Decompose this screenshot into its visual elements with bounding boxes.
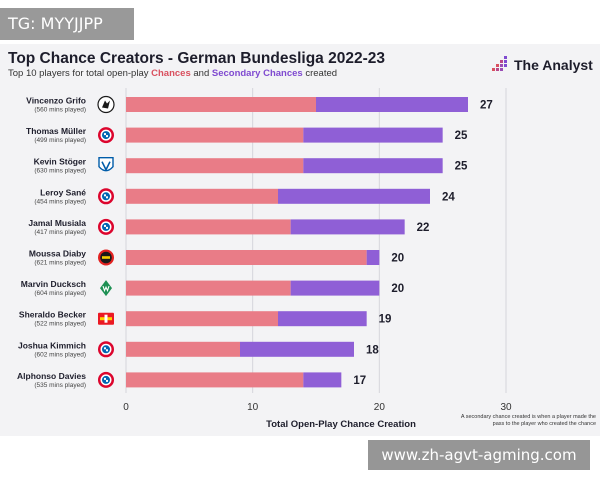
bayern-icon	[98, 371, 114, 388]
subtitle-and: and	[190, 68, 212, 79]
bar-chances	[126, 341, 240, 357]
x-tick-label: 10	[247, 402, 259, 413]
subtitle-prefix: Top 10 players for total open-play	[8, 68, 152, 79]
x-tick-label: 30	[500, 402, 512, 413]
player-minutes: (560 mins played)	[34, 107, 86, 114]
bar-secondary	[278, 311, 367, 327]
total-label: 20	[391, 283, 404, 295]
total-label: 17	[353, 375, 366, 387]
subtitle-chances: Chances	[151, 68, 191, 79]
player-minutes: (417 mins played)	[34, 229, 86, 236]
bar-chances	[126, 97, 316, 112]
bar-secondary	[303, 127, 443, 143]
bar-chances	[126, 188, 278, 204]
footnote: A secondary chance created is when a pla…	[460, 414, 596, 427]
total-label: 25	[455, 130, 468, 142]
bayern-icon	[98, 218, 114, 235]
player-minutes: (535 mins played)	[34, 382, 86, 389]
bar-secondary	[303, 158, 443, 174]
bayern-icon	[98, 127, 114, 144]
player-name: Thomas Müller	[26, 126, 87, 136]
x-axis-label: Total Open-Play Chance Creation	[266, 419, 416, 430]
bochum-icon	[98, 157, 114, 172]
bar-secondary	[366, 250, 380, 265]
x-tick-label: 20	[374, 402, 386, 413]
subtitle-suffix: created	[302, 68, 338, 79]
player-minutes: (522 mins played)	[34, 321, 86, 328]
bar-secondary	[303, 372, 342, 388]
freiburg-icon	[97, 95, 115, 114]
bar-chances	[126, 127, 304, 143]
bar-secondary	[316, 97, 468, 112]
watermark-top: TG: MYYJJPP	[0, 8, 134, 40]
x-tick-label: 0	[123, 402, 129, 413]
brand-logo: The Analyst	[492, 56, 593, 76]
player-name: Leroy Sané	[40, 187, 86, 197]
total-label: 19	[379, 314, 392, 326]
player-minutes: (630 mins played)	[34, 168, 86, 175]
subtitle-secondary: Secondary Chances	[211, 68, 303, 79]
player-name: Alphonso Davies	[17, 371, 86, 381]
union-berlin-icon	[98, 312, 114, 325]
bar-chances	[126, 158, 304, 174]
player-minutes: (454 mins played)	[34, 198, 86, 205]
player-name: Joshua Kimmich	[18, 340, 86, 350]
total-label: 25	[455, 161, 468, 173]
bar-chances	[126, 250, 367, 265]
player-name: Kevin Stöger	[34, 157, 87, 167]
brand-name: The Analyst	[514, 57, 593, 73]
bar-secondary	[290, 219, 405, 235]
bar-chances	[126, 311, 278, 327]
bremen-icon	[100, 280, 112, 297]
player-name: Marvin Ducksch	[21, 279, 86, 289]
bayern-icon	[98, 188, 114, 205]
bar-secondary	[290, 280, 380, 296]
watermark-bottom: www.zh-agvt-agming.com	[368, 440, 590, 470]
player-name: Moussa Diaby	[29, 249, 86, 259]
total-label: 20	[391, 253, 404, 265]
player-minutes: (602 mins played)	[34, 351, 86, 358]
chart-title: Top Chance Creators - German Bundesliga …	[8, 50, 385, 67]
player-name: Vincenzo Grifo	[26, 96, 86, 106]
bar-secondary	[278, 188, 430, 204]
total-label: 18	[366, 344, 379, 356]
player-minutes: (499 mins played)	[34, 137, 86, 144]
player-name: Sheraldo Becker	[19, 310, 87, 320]
bar-chances	[126, 219, 291, 235]
player-minutes: (621 mins played)	[34, 260, 86, 267]
analyst-logo-icon	[492, 56, 507, 71]
player-name: Jamal Musiala	[28, 218, 86, 228]
leverkusen-icon	[98, 249, 114, 266]
total-label: 24	[442, 191, 455, 203]
bar-chances	[126, 280, 291, 296]
chart-subtitle: Top 10 players for total open-play Chanc…	[8, 68, 337, 79]
bar-secondary	[240, 341, 354, 357]
total-label: 22	[417, 222, 430, 234]
total-label: 27	[480, 100, 493, 112]
player-minutes: (604 mins played)	[34, 290, 86, 297]
bayern-icon	[98, 341, 114, 358]
bar-chances	[126, 372, 304, 388]
